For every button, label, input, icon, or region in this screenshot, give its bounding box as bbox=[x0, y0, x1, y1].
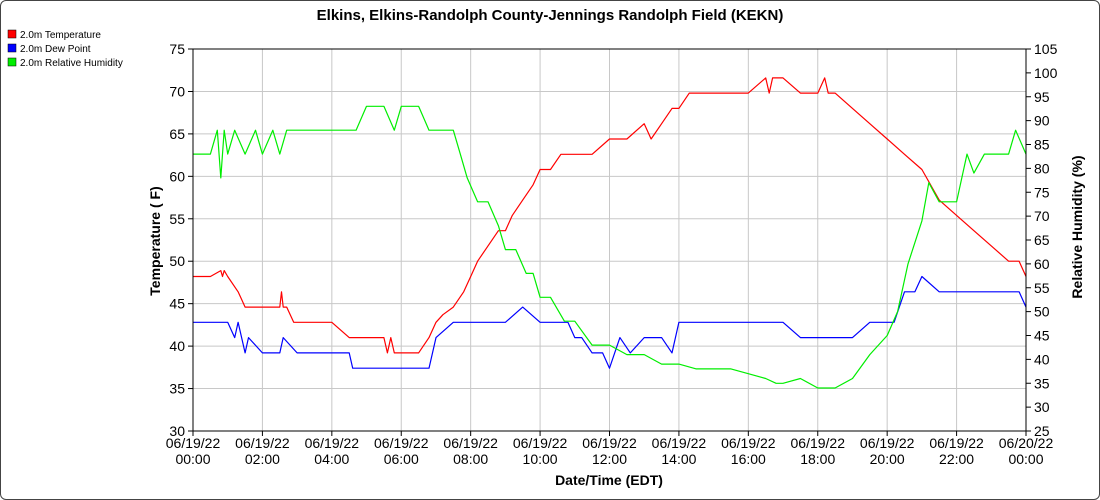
y-axis-right-label: Relative Humidity (%) bbox=[1069, 155, 1085, 298]
series-line-2-0m-relative-humidity bbox=[193, 105, 1027, 389]
y-right-tick-label-16: 105 bbox=[1034, 41, 1058, 57]
legend-label-dewpoint: 2.0m Dew Point bbox=[20, 44, 91, 55]
x-tick-date-6: 06/19/22 bbox=[582, 435, 637, 451]
x-tick-date-10: 06/19/22 bbox=[860, 435, 915, 451]
y-right-tick-label-14: 95 bbox=[1034, 89, 1050, 105]
x-tick-time-9: 18:00 bbox=[800, 451, 835, 467]
y-right-tick-label-2: 35 bbox=[1034, 375, 1050, 391]
y-right-tick-label-12: 85 bbox=[1034, 137, 1050, 153]
x-tick-time-1: 02:00 bbox=[245, 451, 280, 467]
legend-swatch-humidity bbox=[7, 57, 17, 67]
series-lines bbox=[193, 77, 1027, 389]
x-tick-time-12: 00:00 bbox=[1008, 451, 1043, 467]
y-left-tick-label-6: 60 bbox=[169, 168, 185, 184]
x-tick-date-7: 06/19/22 bbox=[652, 435, 707, 451]
x-tick-time-7: 14:00 bbox=[661, 451, 696, 467]
y-right-tick-label-9: 70 bbox=[1034, 208, 1050, 224]
y-right-tick-label-13: 90 bbox=[1034, 113, 1050, 129]
x-tick-date-2: 06/19/22 bbox=[305, 435, 360, 451]
x-axis-ticks: 06/19/2200:0006/19/2202:0006/19/2204:000… bbox=[166, 431, 1054, 467]
x-tick-date-5: 06/19/22 bbox=[513, 435, 568, 451]
x-tick-date-8: 06/19/22 bbox=[721, 435, 776, 451]
legend-swatch-temperature bbox=[7, 29, 17, 39]
y-right-tick-label-10: 75 bbox=[1034, 184, 1050, 200]
x-tick-time-0: 00:00 bbox=[175, 451, 210, 467]
x-tick-time-11: 22:00 bbox=[939, 451, 974, 467]
x-tick-time-3: 06:00 bbox=[384, 451, 419, 467]
y-right-tick-label-7: 60 bbox=[1034, 256, 1050, 272]
x-tick-date-4: 06/19/22 bbox=[443, 435, 498, 451]
y-right-tick-label-5: 50 bbox=[1034, 304, 1050, 320]
legend-label-temperature: 2.0m Temperature bbox=[20, 30, 101, 41]
x-tick-date-12: 06/20/22 bbox=[999, 435, 1054, 451]
chart-title: Elkins, Elkins-Randolph County-Jennings … bbox=[317, 7, 784, 24]
y-right-tick-label-1: 30 bbox=[1034, 399, 1050, 415]
x-tick-date-11: 06/19/22 bbox=[929, 435, 984, 451]
y-right-tick-label-4: 45 bbox=[1034, 328, 1050, 344]
y-left-tick-label-0: 30 bbox=[169, 423, 185, 439]
y-right-tick-label-8: 65 bbox=[1034, 232, 1050, 248]
y-axis-left-ticks: 30 35 40 45 50 55 60 65 70 75 bbox=[169, 41, 193, 439]
x-tick-date-9: 06/19/22 bbox=[791, 435, 846, 451]
legend-swatch-dewpoint bbox=[7, 43, 17, 53]
x-tick-time-8: 16:00 bbox=[731, 451, 766, 467]
x-tick-date-3: 06/19/22 bbox=[374, 435, 429, 451]
y-axis-right-ticks: 25 30 35 40 45 50 55 60 65 70 75 80 85 90 95 100 105 bbox=[1026, 41, 1058, 439]
x-tick-time-4: 08:00 bbox=[453, 451, 488, 467]
y-left-tick-label-8: 70 bbox=[169, 83, 185, 99]
y-left-tick-label-2: 40 bbox=[169, 338, 185, 354]
y-right-tick-label-0: 25 bbox=[1034, 423, 1050, 439]
x-tick-time-2: 04:00 bbox=[314, 451, 349, 467]
y-left-tick-label-7: 65 bbox=[169, 126, 185, 142]
x-tick-time-10: 20:00 bbox=[870, 451, 905, 467]
x-tick-time-6: 12:00 bbox=[592, 451, 627, 467]
y-left-tick-label-5: 55 bbox=[169, 211, 185, 227]
legend-label-humidity: 2.0m Relative Humidity bbox=[20, 58, 123, 69]
y-axis-left-label: Temperature ( F) bbox=[147, 186, 163, 295]
series-line-2-0m-dew-point bbox=[193, 275, 1027, 369]
y-left-tick-label-1: 35 bbox=[169, 381, 185, 397]
y-right-tick-label-6: 55 bbox=[1034, 280, 1050, 296]
x-tick-date-1: 06/19/22 bbox=[235, 435, 290, 451]
legend: 2.0m Temperature 2.0m Dew Point 2.0m Rel… bbox=[7, 29, 123, 69]
x-tick-time-5: 10:00 bbox=[523, 451, 558, 467]
y-left-tick-label-4: 50 bbox=[169, 253, 185, 269]
y-right-tick-label-3: 40 bbox=[1034, 351, 1050, 367]
y-right-tick-label-15: 100 bbox=[1034, 65, 1058, 81]
x-tick-date-0: 06/19/22 bbox=[166, 435, 221, 451]
series-line-2-0m-temperature bbox=[193, 77, 1027, 354]
y-left-tick-label-9: 75 bbox=[169, 41, 185, 57]
y-left-tick-label-3: 45 bbox=[169, 296, 185, 312]
x-axis-label: Date/Time (EDT) bbox=[555, 472, 663, 488]
y-right-tick-label-11: 80 bbox=[1034, 160, 1050, 176]
